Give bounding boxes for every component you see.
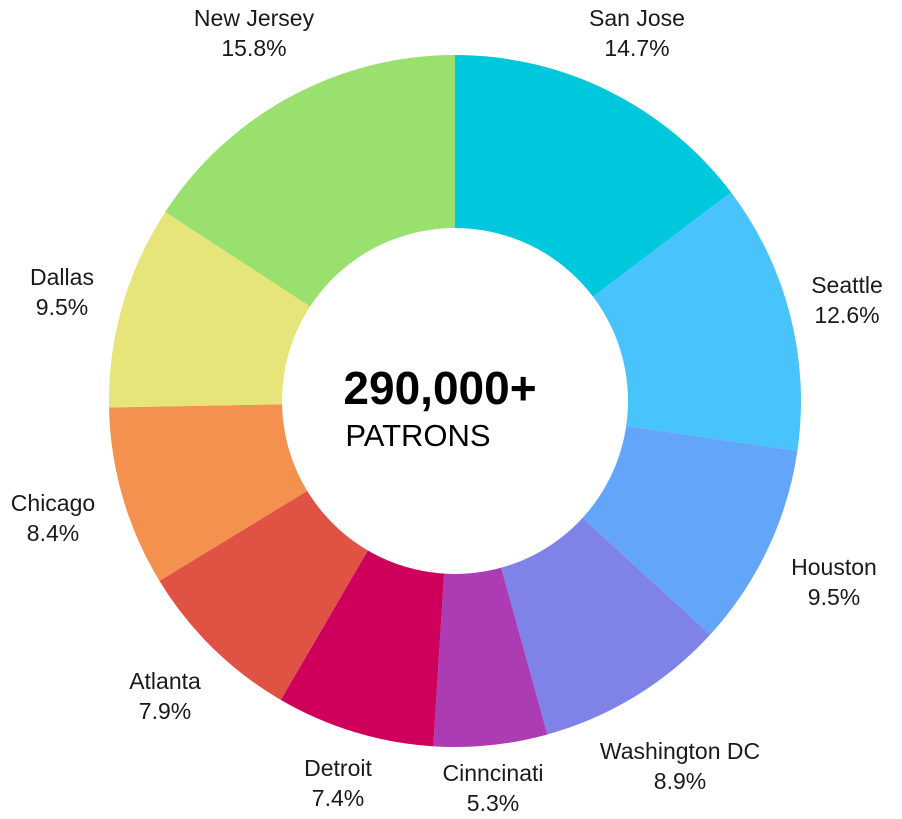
slice-label-value: 14.7% [604,35,669,61]
slice-label-name: Dallas [30,264,94,290]
slice-label-value: 9.5% [808,584,860,610]
slice-label-name: San Jose [589,5,685,31]
slice-label-name: Washington DC [600,738,760,764]
center-total: 290,000+ [343,362,536,414]
slice-label-value: 7.9% [139,698,191,724]
slice-label-name: Seattle [811,272,883,298]
slice-label-name: Chicago [11,490,95,516]
slice-label-value: 8.9% [654,768,706,794]
center-unit: PATRONS [345,418,490,453]
slice-label-name: Houston [791,554,877,580]
slice-label-value: 5.3% [467,790,519,816]
slice-label-value: 7.4% [312,785,364,811]
labels-group: San Jose 14.7% Seattle 12.6% Houston 9.5% Wash… [11,5,883,816]
donut-hole [282,228,628,574]
slice-label-value: 8.4% [27,520,79,546]
slice-label-name: Detroit [304,755,372,781]
slice-label-value: 15.8% [221,35,286,61]
slice-label-name: Atlanta [129,668,201,694]
slice-label-value: 9.5% [36,294,88,320]
slice-label-name: New Jersey [194,5,315,31]
slice-label-name: Cinncinati [443,760,544,786]
slice-label-value: 12.6% [814,302,879,328]
